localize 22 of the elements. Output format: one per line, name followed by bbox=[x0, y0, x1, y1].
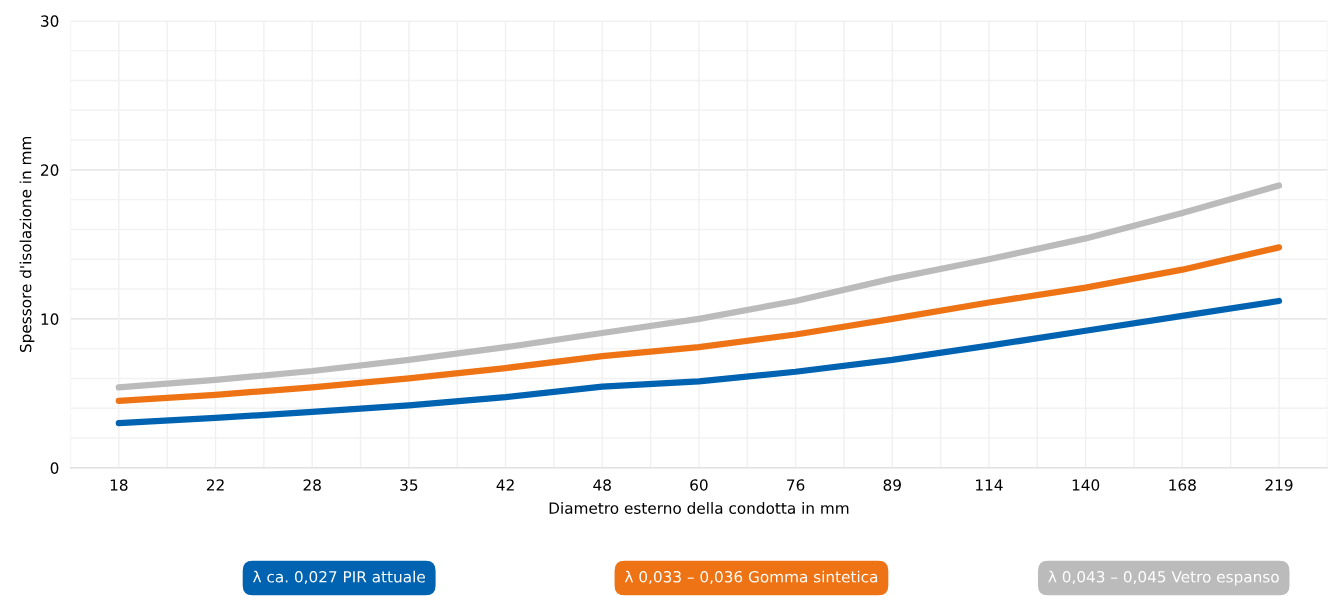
x-tick-label: 42 bbox=[496, 479, 514, 491]
x-tick-label: 89 bbox=[883, 479, 901, 491]
x-tick-label: 28 bbox=[303, 479, 321, 491]
x-tick-label: 114 bbox=[976, 479, 1003, 491]
x-tick-label: 140 bbox=[1072, 479, 1100, 491]
x-tick-label: 22 bbox=[206, 479, 224, 491]
x-tick-label: 60 bbox=[690, 479, 708, 491]
y-tick-label: 30 bbox=[41, 15, 59, 27]
x-tick-label: 76 bbox=[787, 479, 805, 491]
text: λ 0,043 – 0,045 Vetro espanso bbox=[1048, 570, 1279, 586]
y-tick-label: 0 bbox=[50, 462, 59, 474]
y-axis-title: Spessore d'isolazione in mm bbox=[19, 136, 35, 353]
x-tick-label: 219 bbox=[1265, 479, 1293, 491]
x-tick-label: 18 bbox=[110, 479, 128, 491]
x-tick-label: 48 bbox=[593, 479, 611, 491]
text: λ ca. 0,027 PIR attuale bbox=[253, 570, 425, 585]
y-tick-label: 10 bbox=[41, 313, 59, 325]
x-tick-label: 35 bbox=[400, 479, 418, 491]
x-tick-label: 168 bbox=[1169, 479, 1196, 491]
text: λ 0,033 – 0,036 Gomma sintetica bbox=[624, 570, 878, 585]
y-tick-label: 20 bbox=[41, 164, 59, 176]
x-axis-title: Diametro esterno della condotta in mm bbox=[549, 502, 849, 514]
